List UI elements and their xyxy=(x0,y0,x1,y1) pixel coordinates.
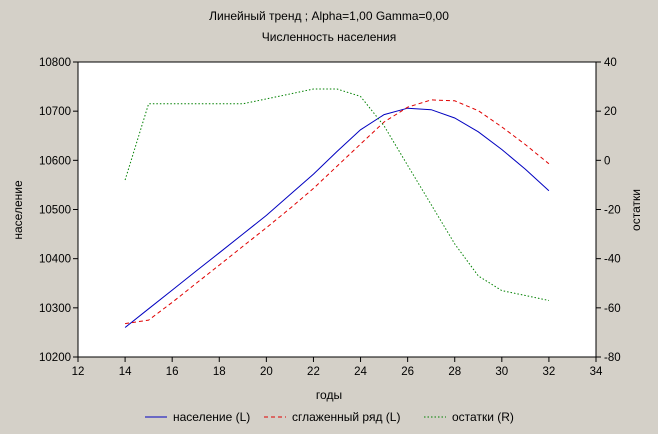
x-axis-title: годы xyxy=(316,388,342,402)
series-line xyxy=(125,99,550,325)
x-tick-label: 34 xyxy=(590,366,603,378)
x-tick-label: 24 xyxy=(354,366,367,378)
x-tick-label: 12 xyxy=(72,366,85,378)
x-tick-label: 28 xyxy=(448,366,461,378)
y-axis-right-title: остатки xyxy=(629,189,643,231)
legend: население (L) сглаженный ряд (L) остатки (… xyxy=(145,410,514,424)
plot-area xyxy=(77,61,597,358)
chart-title: Линейный тренд ; Alpha=1,00 Gamma=0,00 xyxy=(209,9,449,23)
x-tick-label: 18 xyxy=(213,366,226,378)
x-axis: 12 14 16 18 20 22 24 26 28 30 32 34 xyxy=(72,357,603,378)
series-lines xyxy=(124,88,550,328)
legend-label: население (L) xyxy=(173,410,250,424)
series-line xyxy=(124,107,550,328)
x-tick-label: 14 xyxy=(119,366,132,378)
y-right-tick-label: -80 xyxy=(604,352,621,364)
y-left-tick-label: 10600 xyxy=(39,155,71,167)
y-right-tick-label: 40 xyxy=(604,57,617,69)
x-tick-label: 22 xyxy=(307,366,320,378)
y-right-tick-label: -20 xyxy=(604,205,621,217)
legend-label: сглаженный ряд (L) xyxy=(292,410,400,424)
x-tick-label: 26 xyxy=(401,366,414,378)
y-left-tick-label: 10400 xyxy=(39,254,71,266)
x-tick-label: 30 xyxy=(495,366,508,378)
y-right-tick-label: 20 xyxy=(604,106,617,118)
y-left-tick-label: 10500 xyxy=(39,205,71,217)
y-left-tick-label: 10800 xyxy=(39,57,71,69)
y-left-tick-label: 10300 xyxy=(39,303,71,315)
chart-subtitle: Численность населения xyxy=(262,30,396,44)
y-right-tick-label: 0 xyxy=(604,155,610,167)
y-right-tick-label: -60 xyxy=(604,303,621,315)
x-tick-label: 16 xyxy=(166,366,179,378)
y-axis-left-title: население xyxy=(11,180,25,240)
y-axis-left: 10200 10300 10400 10500 10600 10700 10800 xyxy=(39,57,78,364)
y-left-tick-label: 10200 xyxy=(39,352,71,364)
x-tick-label: 20 xyxy=(260,366,273,378)
y-left-tick-label: 10700 xyxy=(39,106,71,118)
x-tick-label: 32 xyxy=(543,366,556,378)
legend-label: остатки (R) xyxy=(452,410,514,424)
series-line xyxy=(124,88,550,301)
y-right-tick-label: -40 xyxy=(604,254,621,266)
y-axis-right: -80 -60 -40 -20 0 20 40 xyxy=(596,57,621,364)
